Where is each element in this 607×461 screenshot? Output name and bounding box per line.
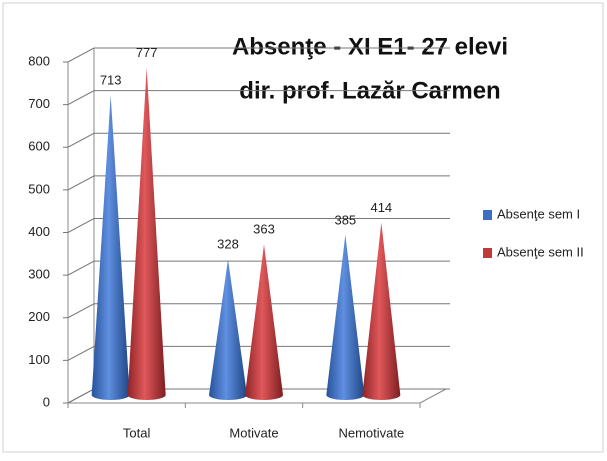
value-label: 328 — [217, 237, 239, 252]
x-tick-label: Nemotivate — [338, 425, 404, 440]
value-label: 713 — [100, 73, 122, 88]
y-tick-label: 400 — [28, 224, 50, 239]
y-tick-label: 800 — [28, 53, 50, 68]
value-label: 363 — [253, 222, 275, 237]
cone — [127, 67, 166, 400]
y-tick-label: 200 — [28, 309, 50, 324]
y-tick-label: 300 — [28, 267, 50, 282]
grid-line — [63, 260, 450, 276]
value-label: 414 — [370, 200, 392, 215]
grid-line — [63, 303, 450, 319]
cone — [245, 244, 283, 400]
cone — [91, 95, 130, 401]
grid-line — [63, 218, 450, 233]
grid-line — [63, 47, 450, 63]
y-tick-label: 700 — [28, 96, 50, 111]
y-tick-label: 600 — [28, 139, 50, 154]
y-tick-label: 500 — [28, 181, 50, 196]
grid-line — [63, 90, 450, 106]
grid-line — [63, 175, 450, 191]
x-tick-label: Total — [123, 425, 151, 440]
legend-label: Absenţe sem I — [497, 206, 580, 221]
grid-line — [63, 132, 450, 148]
legend-label: Absenţe sem II — [497, 244, 584, 259]
chart-title: Absenţe - XI E1- 27 elevi — [232, 33, 508, 60]
value-label: 385 — [334, 212, 356, 227]
value-label: 777 — [136, 45, 158, 60]
y-tick-label: 0 — [43, 394, 50, 409]
cone — [362, 222, 401, 400]
x-tick-label: Motivate — [229, 425, 278, 440]
cone — [326, 234, 365, 400]
legend-swatch — [483, 248, 492, 258]
cone — [209, 259, 247, 400]
legend-swatch — [483, 210, 492, 220]
y-tick-label: 100 — [28, 352, 50, 367]
